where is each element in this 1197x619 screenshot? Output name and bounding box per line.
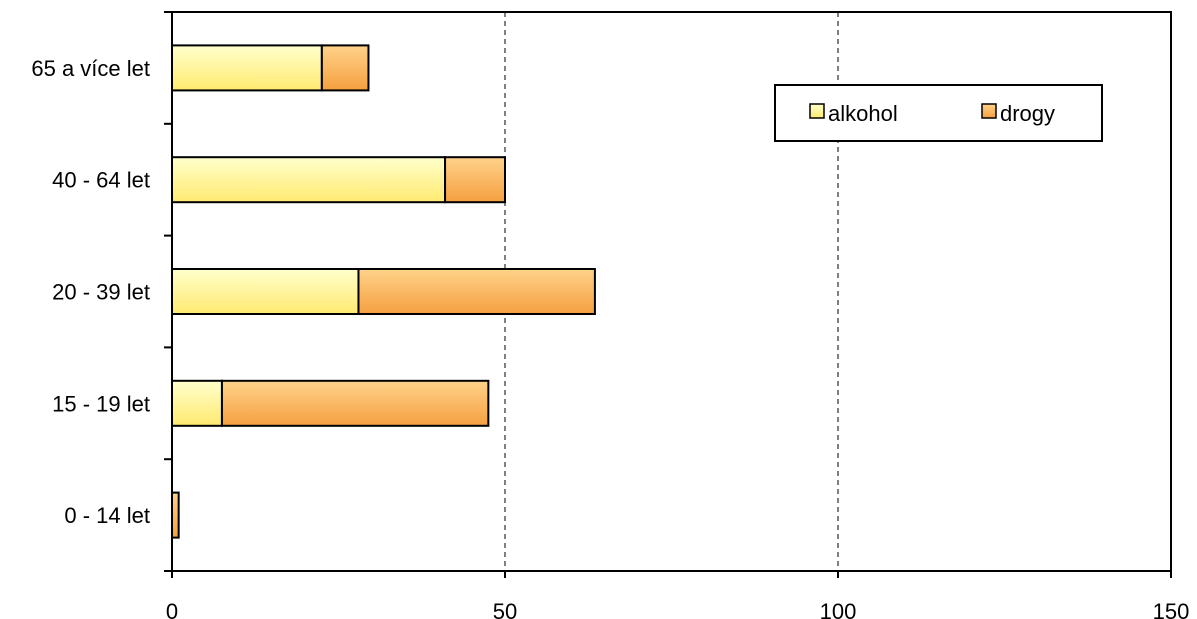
y-tick-label-2: 20 - 39 let — [52, 280, 150, 305]
bar-drogy-3 — [444, 156, 506, 204]
x-tick-label-150: 150 — [1153, 599, 1190, 619]
legend-label-drogy: drogy — [1000, 101, 1055, 126]
x-tick-label-50: 50 — [493, 599, 517, 619]
legend-box — [774, 84, 1103, 142]
x-tick-label-100: 100 — [820, 599, 857, 619]
bar-drogy-2 — [357, 268, 596, 315]
bar-drogy-1 — [220, 379, 490, 427]
legend: alkohol drogy — [774, 84, 1103, 142]
legend-swatch-alkohol — [809, 103, 825, 119]
bars — [171, 44, 596, 539]
bar-alkohol-4 — [171, 44, 323, 92]
legend-label-alkohol: alkohol — [828, 101, 898, 126]
bar-alkohol-2 — [171, 268, 360, 315]
tick-labels: 0 50 100 150 0 - 14 let 15 - 19 let 20 - 39 le… — [31, 56, 1189, 619]
plot-frame — [171, 11, 1172, 572]
legend-swatch-drogy — [981, 103, 997, 119]
y-tick-label-1: 15 - 19 let — [52, 391, 150, 416]
x-tick-label-0: 0 — [166, 599, 178, 619]
bar-alkohol-1 — [171, 379, 223, 427]
y-tick-label-0: 0 - 14 let — [64, 503, 150, 528]
axes — [164, 11, 1172, 578]
bar-alkohol-3 — [171, 156, 447, 204]
y-tick-label-4: 65 a více let — [31, 56, 150, 81]
y-tick-label-3: 40 - 64 let — [52, 168, 150, 193]
bar-drogy-4 — [320, 44, 370, 92]
